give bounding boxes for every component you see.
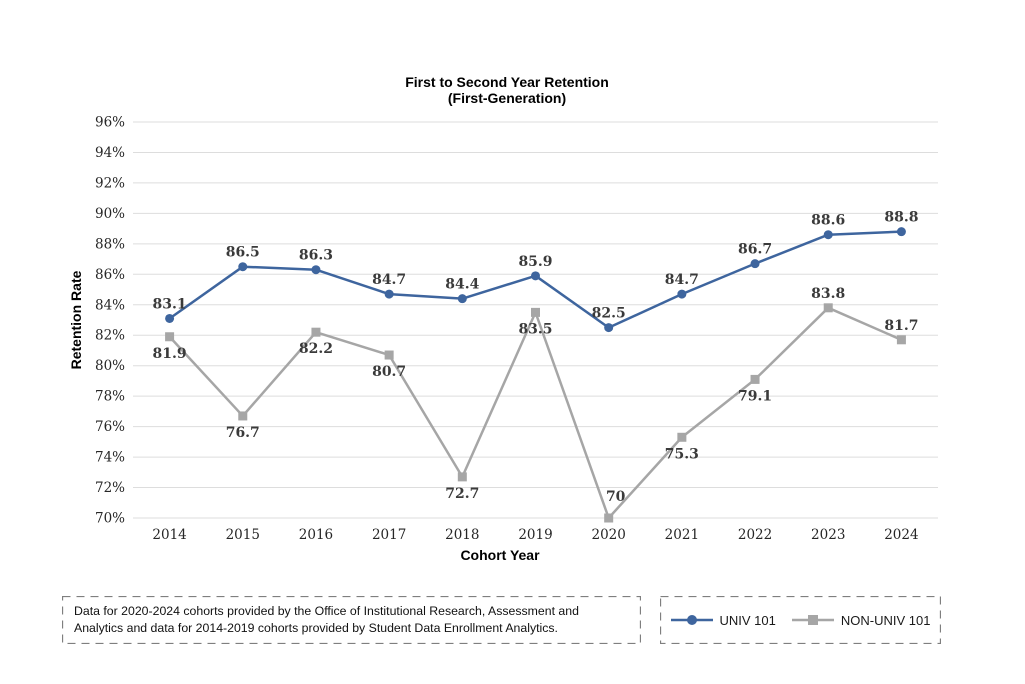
non-univ101-line-marker-icon — [791, 615, 834, 625]
data-point-label: 79.1 — [738, 388, 772, 404]
footnote-line1: Data for 2020-2024 cohorts provided by t… — [74, 604, 579, 618]
y-tick-label: 84% — [95, 297, 125, 313]
footnote-dashed-border — [62, 596, 641, 644]
data-point-label: 75.3 — [665, 446, 699, 462]
data-point-label: 84.7 — [372, 272, 406, 288]
data-point-marker — [238, 411, 248, 421]
data-point-label: 72.7 — [445, 486, 479, 502]
data-point-label: 86.3 — [299, 248, 333, 264]
x-tick-label: 2020 — [592, 527, 626, 543]
x-tick-label: 2016 — [299, 527, 333, 543]
data-point-label: 84.4 — [445, 277, 479, 293]
data-point-marker — [896, 227, 906, 237]
univ101-line-marker-icon — [670, 615, 713, 625]
line-chart: 70% 72% 74% 76% 78% 80% 82% 84% 86% 88% 90% 92% 94% 9… — [95, 115, 938, 543]
chart-title: First to Second Year Retention (First-Ge… — [0, 74, 1014, 106]
data-point-label: 82.2 — [299, 341, 333, 357]
data-point-label: 83.5 — [518, 321, 552, 337]
y-tick-label: 76% — [95, 419, 125, 435]
legend-label-non-univ101: NON-UNIV 101 — [840, 612, 931, 628]
y-tick-label: 86% — [95, 267, 125, 283]
x-tick-label: 2015 — [226, 527, 260, 543]
data-point-marker — [457, 472, 467, 482]
y-tick-label: 80% — [95, 358, 125, 374]
y-tick-label: 88% — [95, 236, 125, 252]
data-point-label: 88.8 — [884, 210, 918, 226]
data-point-marker — [896, 335, 906, 345]
y-tick-label: 90% — [95, 206, 125, 222]
data-point-marker — [750, 259, 760, 269]
data-point-label: 88.6 — [811, 213, 845, 229]
legend-entry-non-univ101: NON-UNIV 101 — [791, 612, 931, 628]
y-tick-label: 78% — [95, 389, 125, 405]
legend-dashed-border — [660, 596, 941, 644]
legend-label-univ101: UNIV 101 — [719, 612, 776, 628]
data-point-label: 85.9 — [518, 254, 552, 270]
data-point-marker — [604, 513, 614, 523]
y-tick-label: 72% — [95, 480, 125, 496]
data-point-label: 83.1 — [153, 296, 187, 312]
data-point-marker — [311, 327, 321, 337]
y-tick-label: 82% — [95, 328, 125, 344]
footnote-box: Data for 2020-2024 cohorts provided by t… — [62, 596, 641, 644]
data-point-marker — [823, 230, 833, 240]
data-point-marker — [604, 323, 614, 333]
x-tick-label: 2022 — [738, 527, 772, 543]
y-tick-label: 74% — [95, 450, 125, 466]
legend-entry-univ101: UNIV 101 — [670, 612, 776, 628]
x-tick-label: 2023 — [811, 527, 845, 543]
data-point-marker — [677, 432, 687, 442]
data-point-label: 82.5 — [592, 306, 626, 322]
x-tick-label: 2018 — [445, 527, 479, 543]
footnote-line2: Analytics and data for 2014-2019 cohorts… — [74, 620, 558, 635]
x-axis-title: Cohort Year — [460, 547, 540, 563]
y-tick-label: 94% — [95, 145, 125, 161]
data-point-marker — [165, 313, 175, 323]
data-point-marker — [165, 332, 175, 342]
x-tick-label: 2014 — [152, 527, 186, 543]
data-point-label: 80.7 — [372, 364, 406, 380]
data-point-label: 86.5 — [226, 245, 260, 261]
x-tick-label: 2021 — [665, 527, 699, 543]
legend: UNIV 101 NON-UNIV 101 — [660, 596, 941, 644]
y-tick-label: 96% — [95, 115, 125, 131]
y-tick-label: 70% — [95, 511, 125, 527]
data-point-marker — [531, 307, 540, 317]
data-point-marker — [238, 262, 248, 272]
data-point-label: 84.7 — [665, 272, 699, 288]
data-point-label: 76.7 — [226, 425, 260, 441]
y-tick-label: 92% — [95, 175, 125, 191]
data-point-label: 70 — [606, 489, 626, 505]
data-point-label: 81.7 — [884, 318, 918, 334]
data-point-marker — [384, 350, 394, 360]
chart-title-line1: First to Second Year Retention — [405, 74, 609, 90]
data-point-marker — [384, 289, 394, 299]
data-point-label: 81.9 — [153, 346, 187, 362]
series-line-non-univ-101 — [168, 306, 903, 520]
data-point-label: 86.7 — [738, 242, 772, 258]
data-point-marker — [823, 303, 833, 313]
data-point-label: 83.8 — [811, 286, 845, 302]
data-point-marker — [677, 289, 687, 299]
data-point-marker — [531, 271, 540, 281]
data-point-marker — [457, 294, 467, 304]
data-point-marker — [750, 374, 760, 384]
data-point-marker — [311, 265, 321, 275]
footnote-text: Data for 2020-2024 cohorts provided by t… — [74, 603, 631, 636]
x-tick-label: 2019 — [518, 527, 552, 543]
x-tick-label: 2024 — [884, 527, 918, 543]
x-tick-label: 2017 — [372, 527, 406, 543]
chart-title-line2: (First-Generation) — [447, 90, 567, 106]
